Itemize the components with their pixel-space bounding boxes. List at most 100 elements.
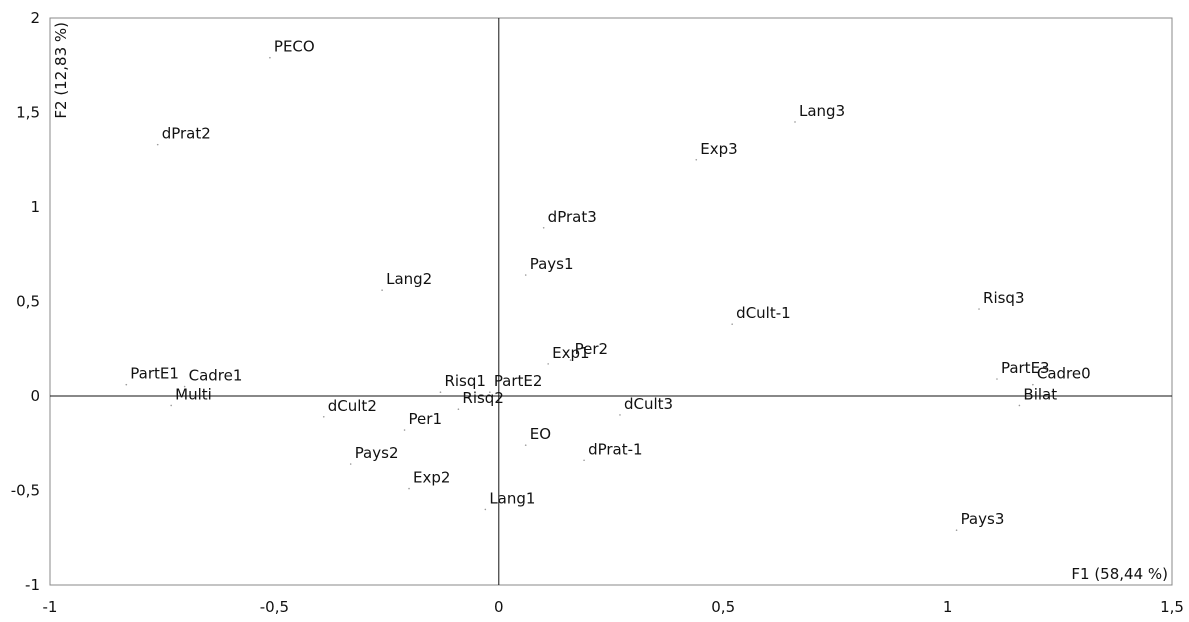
point-marker — [439, 391, 442, 394]
point-label: Multi — [175, 385, 212, 403]
x-tick-label: 1,5 — [1160, 598, 1184, 616]
y-tick-label: 1 — [30, 198, 40, 216]
point-marker — [996, 378, 998, 380]
data-point: Risq1 — [439, 372, 486, 394]
y-axis-title: F2 (12,83 %) — [52, 22, 70, 119]
point-label: Pays1 — [530, 255, 574, 273]
x-tick-labels: -1 -0,5 0 0,5 1 1,5 — [43, 598, 1184, 616]
point-label: PartE2 — [494, 372, 543, 390]
point-label: Lang1 — [489, 489, 535, 507]
point-label: PECO — [274, 38, 315, 56]
data-point: Exp2 — [408, 469, 450, 490]
point-label: dCult2 — [328, 397, 377, 415]
data-point: dCult-1 — [731, 304, 791, 325]
point-marker — [1032, 383, 1034, 386]
point-label: Risq1 — [444, 372, 485, 390]
y-tick-label: 0,5 — [16, 293, 40, 311]
plot-frame — [49, 17, 1173, 586]
point-label: dPrat3 — [548, 208, 597, 226]
point-label: PartE1 — [130, 365, 179, 383]
point-marker — [583, 459, 585, 462]
data-point: PartE2 — [489, 372, 543, 394]
data-point: Cadre0 — [1032, 365, 1091, 386]
point-marker — [489, 391, 491, 394]
point-marker — [569, 359, 572, 361]
point-marker — [547, 363, 549, 365]
data-point: Lang3 — [794, 102, 845, 123]
point-marker — [484, 508, 487, 511]
x-tick-label: 0 — [494, 598, 504, 616]
point-marker — [542, 226, 545, 229]
point-marker — [408, 487, 410, 490]
point-label: dPrat2 — [162, 125, 211, 143]
data-point: Multi — [170, 385, 212, 407]
point-label: Bilat — [1023, 385, 1057, 403]
data-point: PartE1 — [125, 365, 179, 386]
point-label: Cadre0 — [1037, 365, 1091, 383]
point-marker — [125, 383, 128, 386]
data-point: Lang1 — [484, 489, 535, 511]
y-tick-label: -1 — [25, 576, 40, 594]
data-point: dPrat-1 — [583, 440, 643, 462]
point-label: dPrat-1 — [588, 440, 643, 458]
point-marker — [524, 444, 527, 446]
x-tick-label: 0,5 — [711, 598, 735, 616]
data-point: EO — [524, 425, 551, 446]
data-point: dCult2 — [322, 397, 377, 418]
data-point: PECO — [269, 38, 315, 59]
point-marker — [955, 529, 958, 531]
point-label: PartE3 — [1001, 359, 1050, 377]
x-tick-label: 1 — [943, 598, 953, 616]
point-label: Cadre1 — [189, 367, 243, 385]
point-marker — [269, 56, 271, 59]
point-marker — [794, 121, 796, 123]
point-label: Risq2 — [462, 389, 503, 407]
point-marker — [403, 429, 406, 431]
point-marker — [731, 323, 733, 325]
data-point: Pays2 — [349, 444, 399, 465]
point-label: EO — [530, 425, 551, 443]
data-point: Exp3 — [695, 140, 738, 161]
point-marker — [381, 289, 383, 291]
data-point: dPrat3 — [542, 208, 597, 229]
data-point: Per1 — [403, 410, 442, 431]
point-label: Risq3 — [983, 289, 1024, 307]
data-point: Exp1 — [547, 344, 590, 365]
point-label: Pays2 — [355, 444, 399, 462]
point-marker — [619, 414, 621, 416]
point-label: Per2 — [575, 340, 608, 358]
data-point: Cadre1 — [183, 367, 243, 388]
point-marker — [524, 274, 527, 276]
point-label: Lang3 — [799, 102, 845, 120]
point-label: Per1 — [409, 410, 442, 428]
y-tick-label: 2 — [30, 9, 40, 27]
point-marker — [695, 158, 698, 161]
point-marker — [322, 415, 325, 418]
point-marker — [156, 143, 159, 146]
data-points: PECO dPrat2 Exp3 Lang3 dPrat3 Pays1 Lang2 Risq3… — [125, 38, 1091, 531]
point-marker — [1018, 404, 1021, 407]
data-point: dPrat2 — [156, 125, 211, 146]
point-marker — [978, 308, 980, 310]
point-label: Exp3 — [700, 140, 737, 158]
data-point: Per2 — [569, 340, 608, 361]
data-point: Pays3 — [955, 510, 1004, 531]
data-point: Pays1 — [524, 255, 574, 276]
point-marker — [349, 463, 352, 465]
point-label: Exp2 — [413, 469, 450, 487]
y-tick-label: -0,5 — [11, 482, 40, 500]
data-point: PartE3 — [996, 359, 1050, 380]
x-tick-label: -0,5 — [260, 598, 289, 616]
x-tick-label: -1 — [43, 598, 58, 616]
point-label: dCult-1 — [736, 304, 791, 322]
point-marker — [457, 408, 460, 411]
y-tick-label: 1,5 — [16, 104, 40, 122]
data-point: dCult3 — [619, 395, 673, 416]
point-label: Lang2 — [386, 270, 432, 288]
data-point: Risq3 — [978, 289, 1025, 310]
data-point: Bilat — [1018, 385, 1057, 407]
y-tick-labels: -1 -0,5 0 0,5 1 1,5 2 — [11, 9, 40, 594]
point-marker — [183, 385, 186, 388]
y-tick-label: 0 — [30, 387, 40, 405]
